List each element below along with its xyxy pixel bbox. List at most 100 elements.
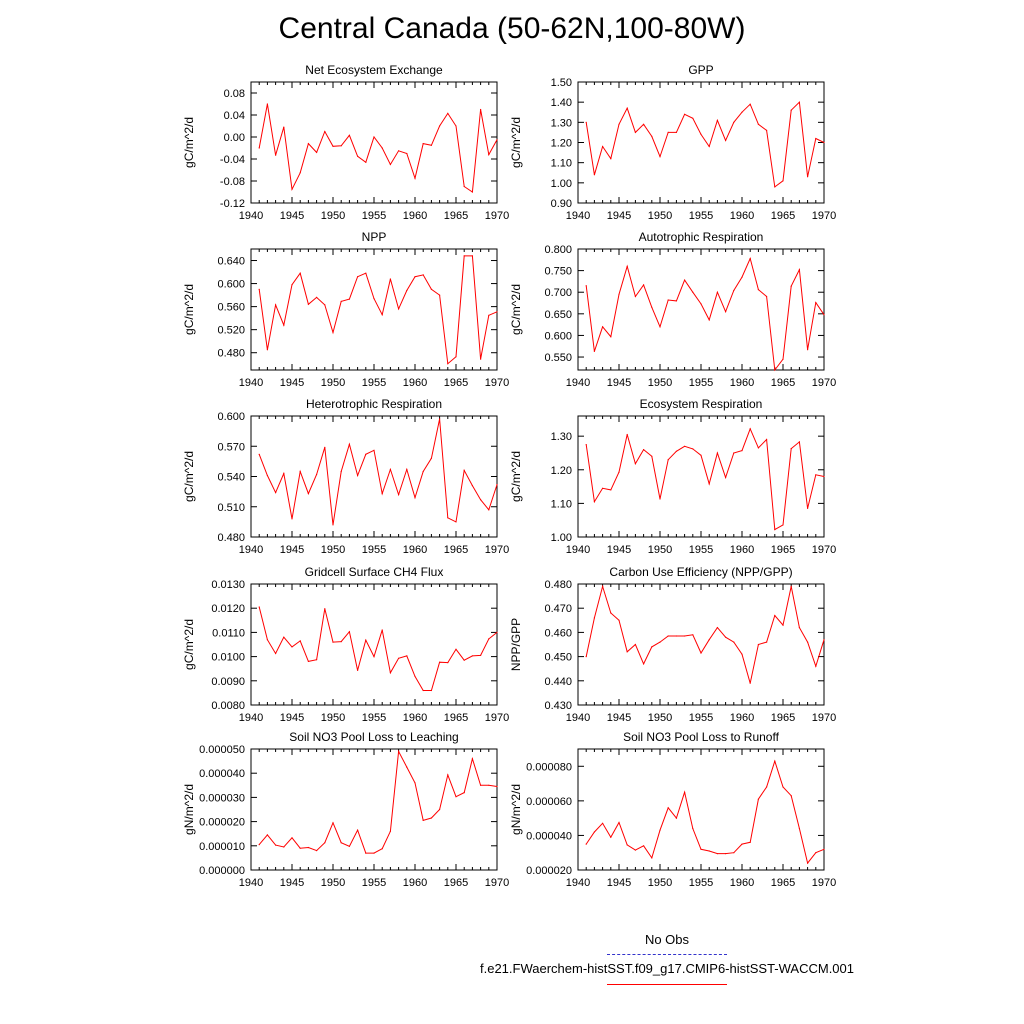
panel-6-data-point <box>741 450 743 452</box>
panel-5-series-line <box>258 418 498 525</box>
panel-1-ylabel: gC/m^2/d <box>182 117 196 168</box>
panel-6-xtick-label: 1950 <box>648 544 672 556</box>
panel-1-data-point <box>471 191 473 193</box>
panel-2-xtick-label: 1945 <box>607 210 631 222</box>
panel-7-data-point <box>471 655 473 657</box>
panel-7-data-point <box>480 654 482 657</box>
panel-9-data-point <box>291 837 293 839</box>
panel-4-data-point <box>741 276 743 278</box>
panel-8-ytick-label: 0.450 <box>544 652 572 664</box>
panel-1-data-point <box>455 125 457 127</box>
panel-4-xtick-label: 1960 <box>730 377 754 389</box>
panel-4-data-point <box>651 306 653 308</box>
panel-5-data-point <box>348 443 350 445</box>
panel-3-xtick-label: 1960 <box>403 377 427 389</box>
panel-8-xtick-label: 1945 <box>607 712 631 724</box>
panel-7-ylabel: gC/m^2/d <box>182 619 196 670</box>
panel-9-title: Soil NO3 Pool Loss to Leaching <box>289 730 458 744</box>
panel-4-data-point <box>749 257 751 260</box>
panel-9-data-point <box>422 819 424 822</box>
panel-5-data-point <box>439 418 441 420</box>
panel-6-ylabel: gC/m^2/d <box>509 451 523 502</box>
panel-1-data-point <box>324 130 326 133</box>
panel-8-ytick-label: 0.440 <box>544 676 572 688</box>
panel-8-ytick-label: 0.470 <box>544 603 572 615</box>
panel-9-xtick-label: 1945 <box>280 877 304 889</box>
panel-5-data-point <box>447 517 449 519</box>
panel-3-data-point <box>471 255 473 257</box>
panel-5-ytick-label: 0.510 <box>217 502 245 514</box>
panel-6-ytick-label: 1.30 <box>551 431 572 443</box>
panel-4-data-point <box>634 295 637 298</box>
panel-10-data-point <box>634 849 637 851</box>
panel-6-data-point <box>684 445 686 447</box>
panel-5-xtick-label: 1955 <box>362 544 386 556</box>
panel-3-ytick-label: 0.520 <box>217 325 245 337</box>
panel-7-data-point <box>373 656 375 658</box>
panel-7-data-point <box>340 641 342 643</box>
panel-2-data-point <box>651 135 653 137</box>
panel-5-data-point <box>422 470 424 473</box>
panel-3-data-point <box>332 331 334 334</box>
panel-10-data-point <box>716 853 719 855</box>
panel-6-data-point <box>593 501 596 503</box>
panel-2-ytick-label: 1.30 <box>551 117 572 129</box>
panel-10-title: Soil NO3 Pool Loss to Runoff <box>623 730 780 744</box>
panel-6-xtick-label: 1945 <box>607 544 631 556</box>
panel-6-data-point <box>757 447 760 449</box>
panel-5-ytick-label: 0.570 <box>217 441 245 453</box>
panel-10-frame <box>577 748 825 871</box>
panel-9-ytick-label: 0.000020 <box>199 817 245 829</box>
panel-9-ytick-label: 0.000010 <box>199 841 245 853</box>
panel-5-data-point <box>471 485 473 487</box>
panel-8-xtick-label: 1940 <box>566 712 590 724</box>
panel-3-ytick-label: 0.640 <box>217 256 245 268</box>
panel-4-data-point <box>602 326 604 328</box>
panel-6-xtick-label: 1960 <box>730 544 754 556</box>
panel-2-data-point <box>766 129 768 131</box>
panel-6-data-point <box>675 450 678 452</box>
panel-1-data-point <box>480 108 482 111</box>
panel-5-data-point <box>406 468 408 470</box>
panel-3-series-line <box>258 255 498 365</box>
panel-3-data-point <box>324 304 326 306</box>
panel-8-data-point <box>626 651 628 653</box>
panel-9-data-point <box>471 758 473 760</box>
panel-9-xtick-label: 1960 <box>403 877 427 889</box>
panel-10-data-point <box>749 841 751 843</box>
panel-7-data-point <box>496 631 498 634</box>
panel-1-data-point <box>463 185 465 188</box>
legend-obs-line <box>607 954 727 955</box>
panel-8-data-point <box>749 682 751 684</box>
panel-2-data-point <box>757 123 760 125</box>
panel-3-data-point <box>299 272 301 274</box>
panel-3-data-point <box>381 314 383 316</box>
panel-9-data-point <box>283 846 285 848</box>
panel-9-data-point <box>332 822 334 824</box>
panel-4-frame <box>577 248 825 371</box>
panel-10-data-point <box>667 807 669 809</box>
panel-1-data-point <box>439 125 441 127</box>
panel-7-xtick-label: 1960 <box>403 712 427 724</box>
panel-7-data-point <box>266 639 268 641</box>
panel-7-data-point <box>307 660 309 663</box>
panel-5-data-point <box>389 468 391 470</box>
panel-1-data-point <box>398 150 400 152</box>
panel-7-ytick-label: 0.0120 <box>211 603 245 615</box>
panel-9-data-point <box>480 784 482 786</box>
panel-6-data-point <box>798 441 801 443</box>
panel-9-ytick-label: 0.000050 <box>199 744 245 756</box>
panel-5-data-point <box>291 518 293 520</box>
panel-2-series-line <box>585 101 825 188</box>
panel-8-data-point <box>782 624 784 626</box>
panel-2-xtick-label: 1970 <box>812 210 836 222</box>
panel-2-data-point <box>823 141 825 144</box>
panel-1-data-point <box>357 155 359 157</box>
panel-7-data-point <box>291 646 293 648</box>
panel-8-title: Carbon Use Efficiency (NPP/GPP) <box>609 565 792 579</box>
panel-1-xtick-label: 1970 <box>485 210 509 222</box>
panel-10-data-point <box>823 848 825 850</box>
panel-1-data-point <box>283 126 285 128</box>
panel-10-data-point <box>798 827 801 830</box>
panel-10-data-point <box>708 850 710 852</box>
